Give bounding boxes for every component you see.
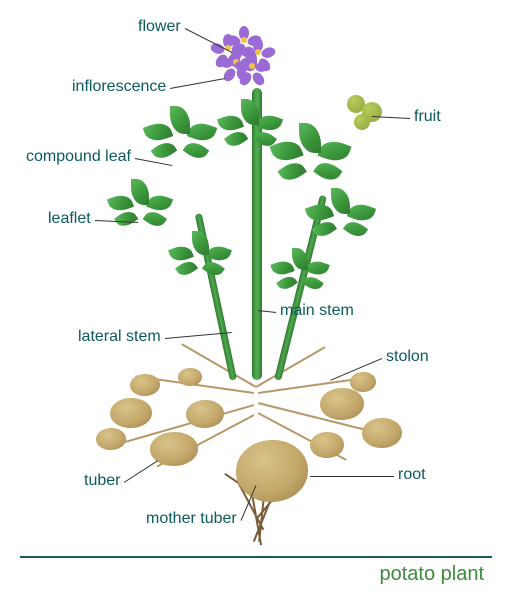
leaflet-shape xyxy=(131,179,149,204)
tuber-shape xyxy=(130,374,160,396)
leaflet-shape xyxy=(277,273,298,293)
leaflet-shape xyxy=(142,208,166,230)
tuber-shape xyxy=(350,372,376,392)
tuber-shape xyxy=(96,428,126,450)
leaflet-shape xyxy=(187,119,218,145)
fruit-shape xyxy=(354,114,370,130)
tuber-shape xyxy=(178,368,202,386)
label-tuber: tuber xyxy=(84,472,120,490)
leaflet-shape xyxy=(313,157,342,184)
leaflet-shape xyxy=(317,137,351,165)
leader-root xyxy=(310,476,394,477)
label-leaflet: leaflet xyxy=(48,210,91,228)
leaflet-shape xyxy=(278,157,307,184)
tuber-shape xyxy=(362,418,402,448)
leaflet-shape xyxy=(343,218,368,242)
flower-center xyxy=(241,37,247,43)
diagram-title: potato plant xyxy=(379,563,484,586)
leaflet-shape xyxy=(175,258,198,279)
tuber-shape xyxy=(186,400,224,428)
leaflet-shape xyxy=(143,119,174,145)
leader-inflorescence xyxy=(170,78,225,89)
leaflet-shape xyxy=(151,138,178,163)
leaflet-shape xyxy=(114,208,138,230)
label-stolon: stolon xyxy=(386,348,429,366)
tuber-shape xyxy=(310,432,344,458)
leader-tuber xyxy=(124,460,159,483)
title-rule xyxy=(20,556,492,558)
label-compound-leaf: compound leaf xyxy=(26,148,131,166)
stolon-line xyxy=(256,346,326,388)
label-lateral-stem: lateral stem xyxy=(78,328,161,346)
label-flower: flower xyxy=(138,18,181,36)
tuber-shape xyxy=(110,398,152,428)
label-root: root xyxy=(398,466,426,484)
flower-center xyxy=(249,63,255,69)
leaflet-shape xyxy=(299,123,321,154)
label-mother-tuber: mother tuber xyxy=(146,510,237,528)
leaflet-shape xyxy=(331,188,350,215)
leaflet-shape xyxy=(170,106,190,134)
label-main-stem: main stem xyxy=(280,302,354,320)
leaflet-shape xyxy=(224,128,248,150)
diagram-canvas: flower inflorescence compound leaf leaflet l… xyxy=(0,0,512,600)
flower-petal xyxy=(250,70,266,87)
leaflet-shape xyxy=(183,138,210,163)
leader-compound-leaf xyxy=(135,158,172,166)
label-inflorescence: inflorescence xyxy=(72,78,166,96)
mother-tuber-shape xyxy=(236,440,308,502)
tuber-shape xyxy=(320,388,364,420)
label-fruit: fruit xyxy=(414,108,441,126)
